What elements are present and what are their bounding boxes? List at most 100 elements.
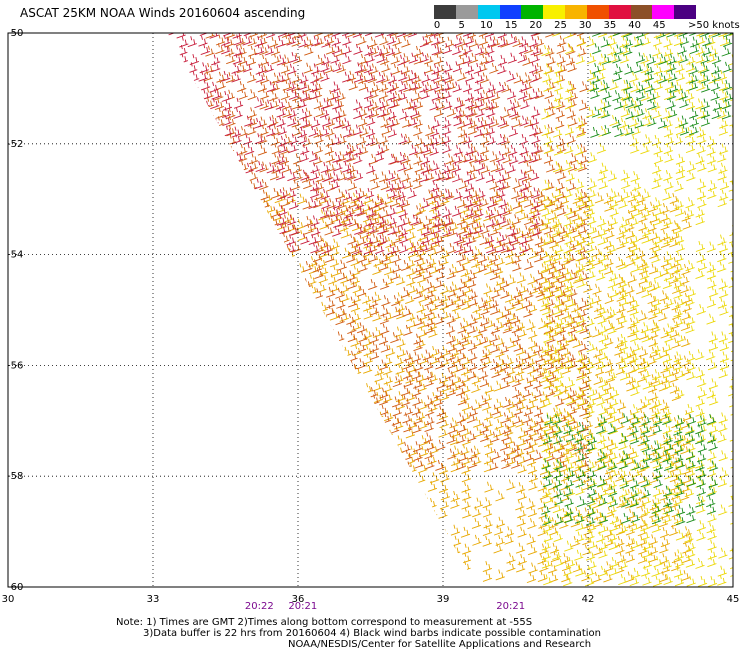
y-tick-label: -60 (7, 582, 23, 593)
wind-barb (314, 402, 325, 414)
wind-barb (522, 170, 532, 182)
wind-barb (237, 44, 247, 56)
wind-barb (262, 472, 272, 484)
wind-barb (707, 449, 717, 461)
wind-barb (708, 331, 719, 343)
wind-barb (620, 413, 630, 425)
wind-barb (663, 367, 673, 379)
wind-barb (625, 283, 635, 295)
wind-barb (707, 359, 718, 371)
wind-barb (473, 62, 483, 74)
wind-barb (395, 399, 405, 411)
wind-barb (554, 556, 564, 568)
wind-barb (319, 345, 330, 357)
wind-barb (297, 326, 307, 338)
wind-barb (429, 209, 440, 221)
wind-barb (244, 180, 254, 192)
wind-barb (252, 516, 262, 528)
wind-barb (445, 323, 456, 335)
wind-barb (594, 192, 605, 204)
wind-barb (534, 270, 545, 282)
wind-barb (226, 360, 236, 372)
wind-barb (312, 358, 323, 370)
wind-barb (337, 349, 347, 361)
wind-barb (478, 368, 489, 380)
wind-barb (167, 71, 177, 83)
wind-barb (264, 426, 274, 438)
wind-barb (538, 346, 549, 358)
wind-barb (225, 187, 235, 199)
wind-barb (629, 135, 639, 147)
wind-barb (453, 144, 463, 156)
wind-barb (291, 449, 302, 461)
wind-barb (624, 63, 634, 75)
wind-barb (346, 70, 357, 82)
wind-barb (494, 418, 504, 430)
wind-barb (269, 303, 280, 315)
wind-barb (369, 441, 379, 453)
wind-barb (329, 309, 340, 321)
wind-barb (603, 481, 613, 493)
wind-barb (601, 53, 611, 65)
wind-barb (391, 450, 401, 462)
wind-barb (226, 322, 237, 334)
wind-barb (383, 426, 393, 438)
wind-barb (695, 367, 705, 379)
wind-barb (440, 283, 450, 295)
wind-barb (443, 61, 453, 73)
wind-barb (592, 292, 602, 304)
wind-barb (630, 297, 640, 309)
wind-barb (326, 198, 336, 210)
wind-barb (346, 251, 356, 263)
wind-barb (317, 560, 327, 572)
wind-barb (541, 108, 551, 120)
wind-barb (660, 362, 670, 374)
wind-barb (526, 572, 537, 584)
wind-barb (383, 498, 394, 510)
wind-barb (412, 79, 422, 91)
wind-barb (483, 417, 493, 429)
wind-barb (674, 180, 684, 192)
wind-barb (252, 254, 262, 266)
wind-barb (440, 227, 450, 239)
wind-barb (509, 153, 519, 165)
wind-barb (619, 36, 630, 48)
wind-barb (330, 81, 341, 93)
wind-barb (260, 189, 270, 201)
wind-barb (249, 278, 259, 290)
wind-barb (248, 153, 259, 165)
wind-barb (227, 413, 237, 425)
wind-barb (395, 525, 406, 537)
wind-barb (534, 196, 545, 208)
wind-barb (414, 251, 424, 263)
wind-barb (280, 403, 290, 415)
wind-barb (674, 549, 684, 561)
wind-barb (232, 53, 243, 65)
wind-barb (369, 332, 379, 344)
wind-barb (281, 386, 292, 398)
wind-barb (249, 432, 259, 444)
wind-barb (374, 526, 384, 538)
wind-barb (373, 571, 383, 583)
wind-barb (275, 554, 285, 566)
wind-barb (618, 558, 628, 570)
wind-barb (363, 497, 373, 509)
wind-barb (189, 197, 199, 209)
wind-barb (203, 286, 214, 298)
wind-barb (671, 263, 681, 275)
wind-barb (473, 218, 483, 230)
wind-barb (429, 200, 439, 212)
wind-barb (686, 53, 696, 65)
wind-barb (454, 97, 464, 109)
wind-barb (663, 270, 674, 281)
wind-barb (209, 234, 219, 246)
wind-barb (708, 33, 718, 37)
wind-barb (236, 332, 246, 344)
wind-barb (545, 45, 555, 57)
wind-barb (336, 117, 346, 129)
wind-barb (593, 346, 603, 358)
wind-barb (200, 43, 210, 55)
wind-barb (697, 575, 708, 587)
wind-barb (383, 381, 393, 393)
wind-barb (461, 354, 471, 366)
